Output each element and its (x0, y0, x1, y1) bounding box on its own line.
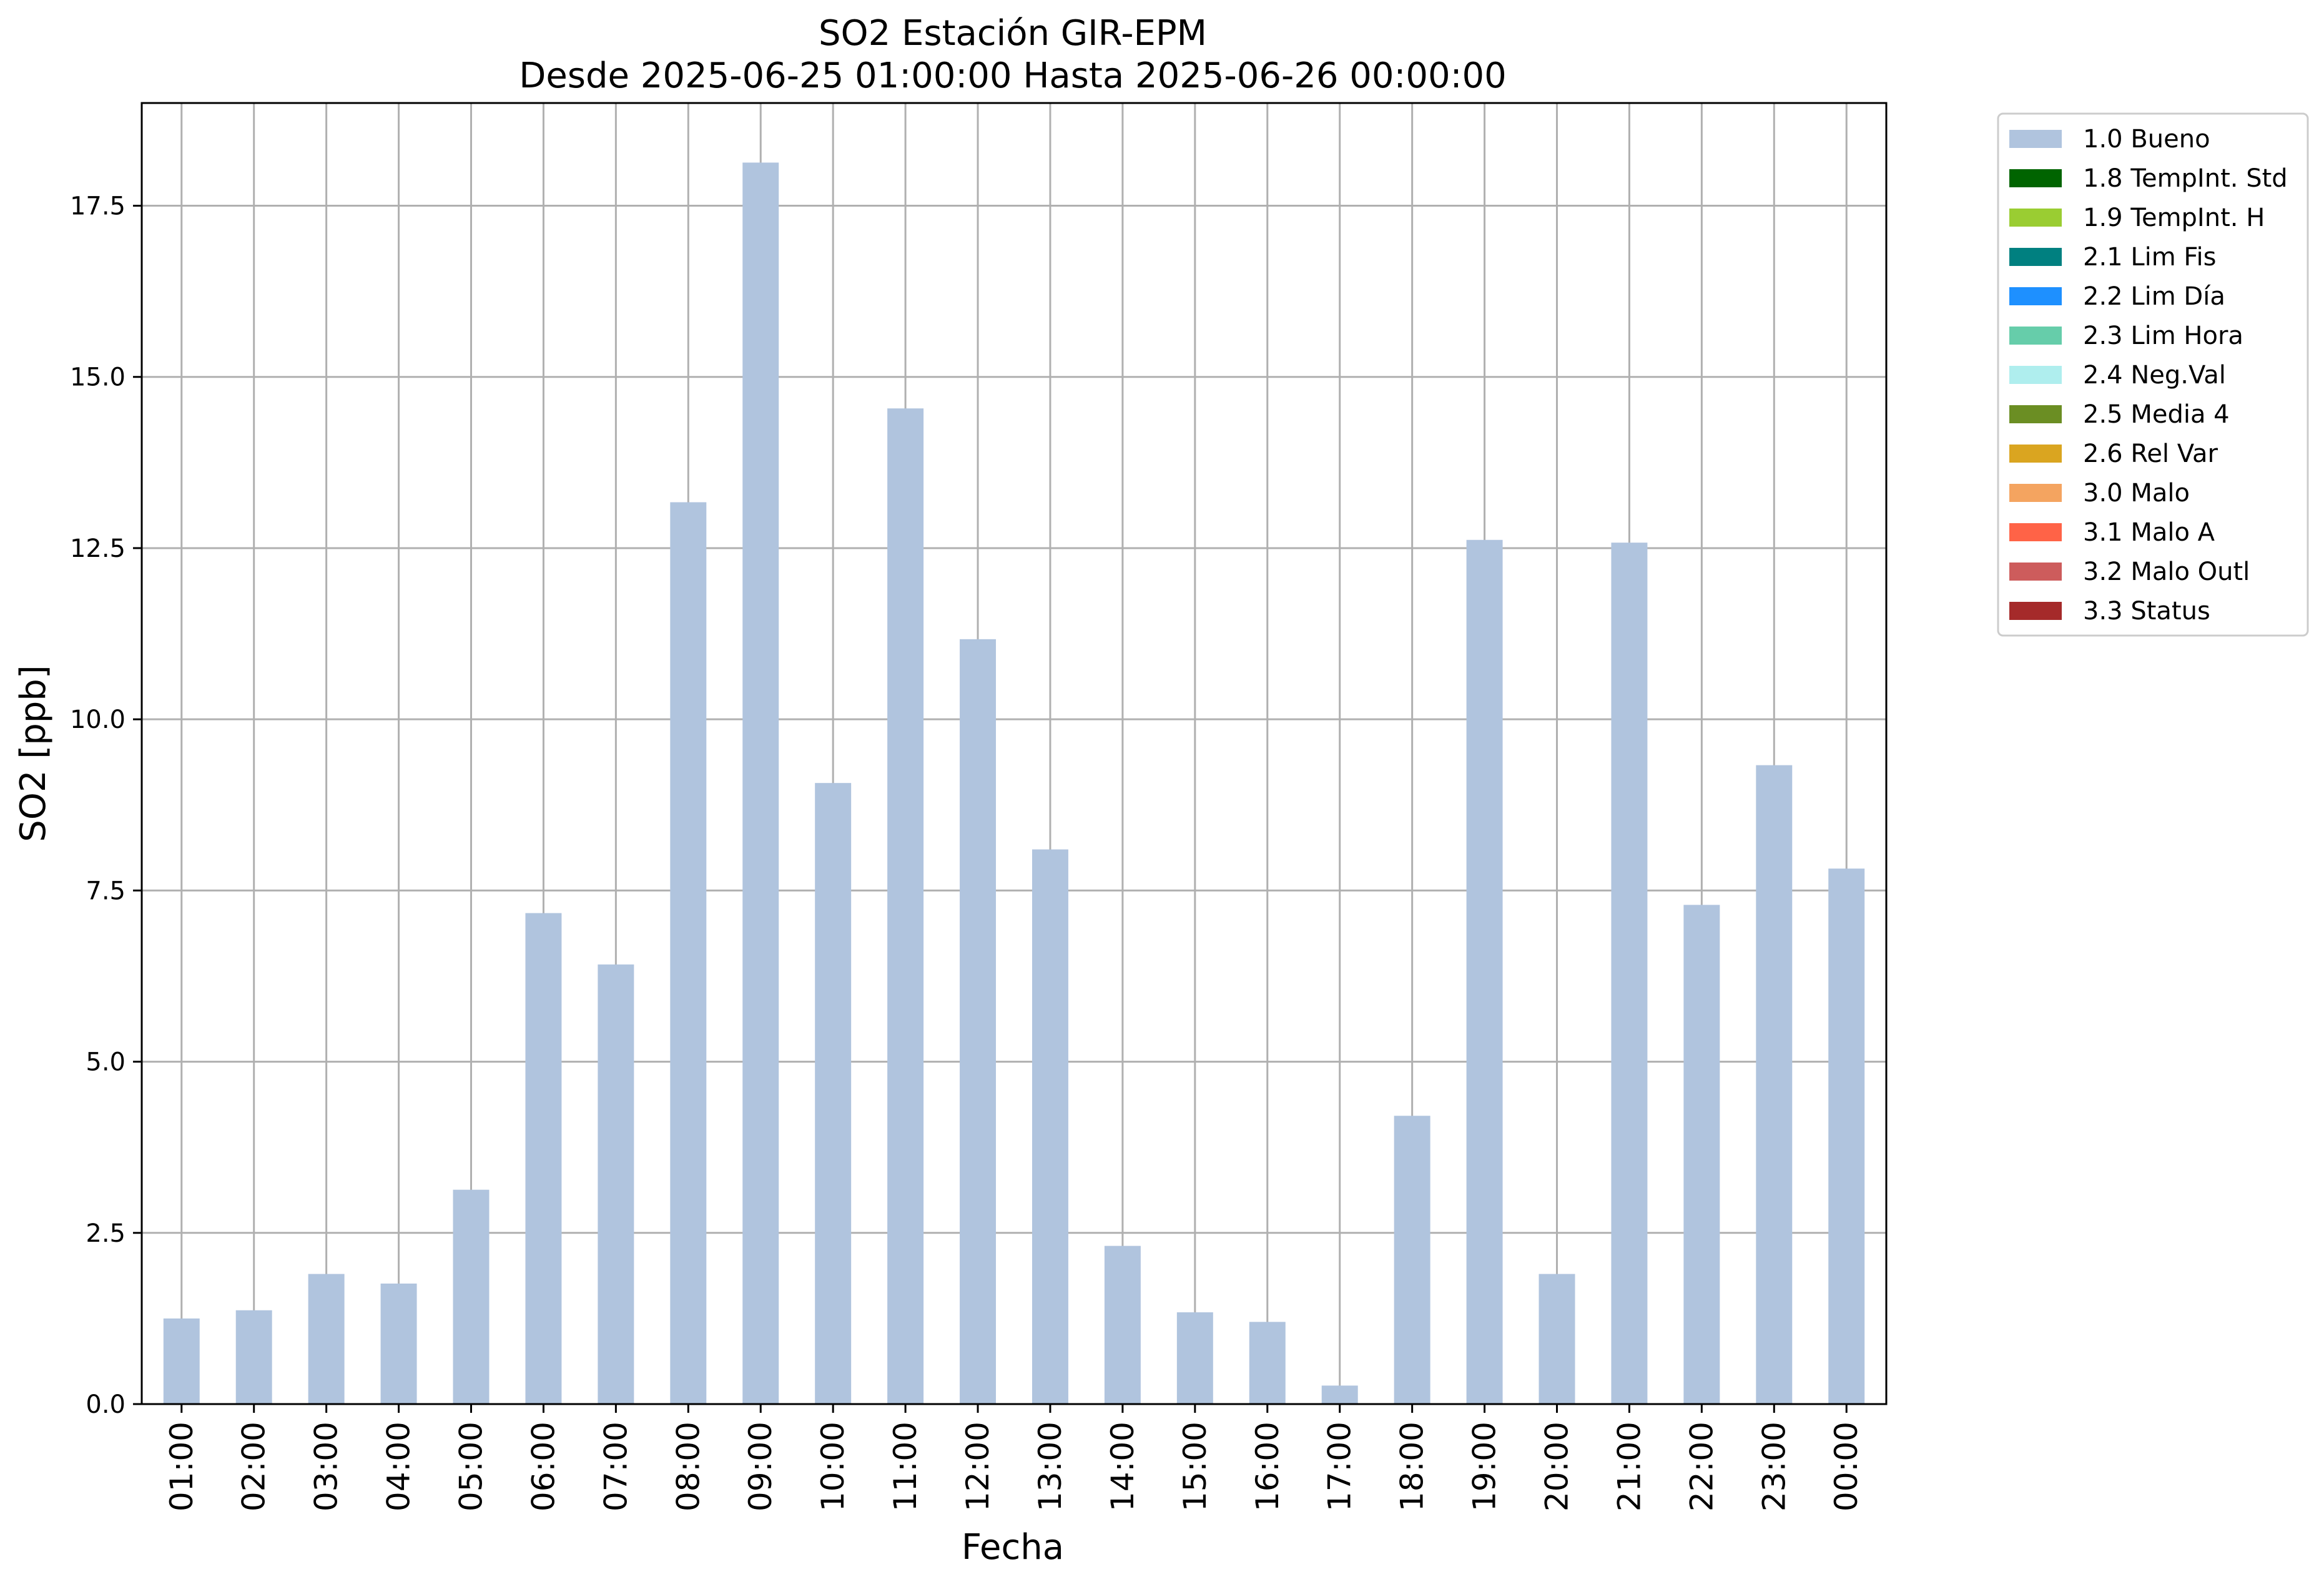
legend-swatch (2009, 169, 2062, 187)
x-tick-label: 16:00 (1249, 1422, 1286, 1511)
legend-swatch (2009, 523, 2062, 541)
x-tick-label: 08:00 (670, 1422, 706, 1511)
x-tick-label: 14:00 (1105, 1422, 1141, 1511)
legend-swatch (2009, 366, 2062, 384)
x-tick-label: 11:00 (887, 1422, 923, 1511)
y-tick-label: 2.5 (86, 1219, 126, 1248)
legend-entry-label: 2.1 Lim Fis (2083, 243, 2216, 272)
legend-entry-label: 1.8 TempInt. Std (2083, 164, 2288, 193)
legend: 1.0 Bueno 1.8 TempInt. Std 1.9 TempInt. H 2… (1997, 112, 2309, 637)
x-tick-label: 07:00 (598, 1422, 634, 1511)
bar (598, 964, 634, 1404)
x-tick-label: 18:00 (1394, 1422, 1430, 1511)
bar (1466, 539, 1503, 1404)
legend-swatch (2009, 287, 2062, 305)
x-axis: 01:00 02:00 03:00 04:00 05:00 06:00 07:00 08:00… (164, 1404, 1864, 1511)
bar (525, 913, 562, 1404)
y-tick-label: 10.0 (70, 705, 126, 734)
y-tick-label: 12.5 (70, 534, 126, 563)
legend-entry-label: 2.4 Neg.Val (2083, 361, 2226, 390)
bar (1828, 868, 1865, 1404)
bar (1176, 1312, 1213, 1404)
bar (887, 408, 924, 1404)
bar (1032, 849, 1068, 1404)
x-tick-label: 03:00 (308, 1422, 345, 1511)
chart-title: SO2 Estación GIR-EPM (819, 13, 1207, 54)
bar (308, 1274, 345, 1404)
bar (1104, 1245, 1141, 1404)
x-tick-label: 23:00 (1756, 1422, 1792, 1511)
chart-subtitle: Desde 2025-06-25 01:00:00 Hasta 2025-06-… (519, 56, 1507, 96)
plot-frame (140, 102, 1888, 1405)
x-axis-label: Fecha (962, 1527, 1064, 1568)
legend-swatch (2009, 405, 2062, 423)
y-tick-label: 15.0 (70, 363, 126, 392)
legend-entry-label: 2.2 Lim Día (2083, 282, 2225, 311)
legend-entry-label: 3.2 Malo Outl (2083, 558, 2250, 586)
y-tick-label: 5.0 (86, 1048, 126, 1077)
y-tick-label: 0.0 (86, 1390, 126, 1419)
legend-frame (1997, 112, 2309, 637)
legend-swatch (2009, 445, 2062, 463)
x-tick-label: 06:00 (525, 1422, 561, 1511)
x-tick-label: 05:00 (453, 1422, 489, 1511)
legend-swatch (2009, 327, 2062, 345)
bar (1683, 905, 1720, 1404)
y-tick-label: 17.5 (70, 192, 126, 221)
x-tick-label: 02:00 (236, 1422, 272, 1511)
legend-swatch (2009, 484, 2062, 502)
x-tick-label: 13:00 (1032, 1422, 1068, 1511)
y-axis-label: SO2 [ppb] (13, 665, 54, 842)
legend-entry-label: 3.0 Malo (2083, 479, 2190, 508)
legend-entry-label: 3.3 Status (2083, 597, 2210, 626)
legend-entry-label: 2.6 Rel Var (2083, 440, 2218, 468)
x-tick-label: 19:00 (1467, 1422, 1503, 1511)
bars (163, 162, 1865, 1404)
x-tick-label: 21:00 (1611, 1422, 1647, 1511)
x-tick-label: 09:00 (742, 1422, 779, 1511)
bar (670, 502, 707, 1404)
bar (1756, 765, 1793, 1404)
bar (1249, 1322, 1286, 1404)
x-tick-label: 15:00 (1177, 1422, 1213, 1511)
bar (380, 1283, 417, 1404)
y-tick-label: 7.5 (86, 877, 126, 905)
x-tick-label: 12:00 (960, 1422, 996, 1511)
bar (742, 162, 779, 1404)
legend-entry-label: 1.9 TempInt. H (2083, 204, 2265, 232)
bar (1394, 1116, 1430, 1404)
x-tick-label: 17:00 (1322, 1422, 1358, 1511)
legend-swatch (2009, 602, 2062, 620)
x-tick-label: 04:00 (381, 1422, 417, 1511)
legend-entry-label: 3.1 Malo A (2083, 518, 2215, 547)
legend-entry-label: 1.0 Bueno (2083, 125, 2210, 154)
bar (1321, 1385, 1358, 1404)
x-tick-label: 20:00 (1539, 1422, 1575, 1511)
legend-entry-label: 2.3 Lim Hora (2083, 322, 2243, 350)
x-tick-label: 10:00 (815, 1422, 851, 1511)
legend-swatch (2009, 563, 2062, 581)
x-tick-label: 01:00 (164, 1422, 200, 1511)
bar (1611, 543, 1648, 1404)
x-tick-label: 22:00 (1683, 1422, 1720, 1511)
y-axis: 0.0 2.5 5.0 7.5 10.0 12.5 15.0 17.5 (70, 192, 142, 1419)
bar (960, 639, 997, 1404)
legend-swatch (2009, 248, 2062, 266)
bar (1539, 1274, 1575, 1404)
legend-swatch (2009, 209, 2062, 227)
bar (815, 783, 852, 1404)
legend-entry-label: 2.5 Media 4 (2083, 400, 2230, 429)
x-tick-label: 00:00 (1828, 1422, 1864, 1511)
bar (453, 1189, 490, 1404)
legend-swatch (2009, 130, 2062, 148)
bar (235, 1310, 272, 1404)
bar (163, 1318, 200, 1404)
